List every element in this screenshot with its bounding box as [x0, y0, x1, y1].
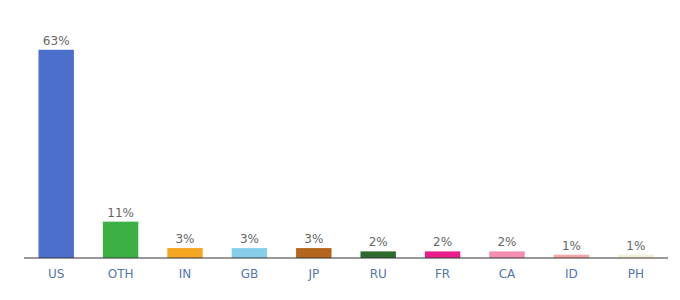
data-label: 2% [369, 235, 388, 249]
data-label: 11% [107, 206, 134, 220]
data-label: 1% [626, 239, 645, 253]
bar [232, 248, 267, 258]
x-tick-label: RU [370, 267, 387, 281]
x-tick-label: ID [565, 267, 578, 281]
data-label: 63% [43, 34, 70, 48]
data-labels: 63% 11% 3% 3% 3% 2% 2% 2% 1% 1% [43, 34, 645, 253]
x-tick-label: CA [499, 267, 516, 281]
bar [360, 251, 395, 258]
x-tick-label: GB [241, 267, 259, 281]
x-tick-label: IN [179, 267, 192, 281]
bar [296, 248, 331, 258]
chart: 63% 11% 3% 3% 3% 2% 2% 2% 1% 1% US OTH IN GB JP RU FR CA I… [0, 0, 680, 300]
bar [38, 50, 73, 258]
x-axis-line [24, 258, 668, 259]
bar [489, 251, 524, 258]
chart-container: 63% 11% 3% 3% 3% 2% 2% 2% 1% 1% US OTH IN GB JP RU FR CA I… [0, 0, 680, 300]
x-tick-label: JP [307, 267, 319, 281]
x-tick-labels: US OTH IN GB JP RU FR CA ID PH [48, 267, 644, 281]
bar [103, 222, 138, 258]
data-label: 3% [175, 232, 194, 246]
x-tick-label: US [48, 267, 64, 281]
x-tick-label: PH [628, 267, 644, 281]
x-tick-label: OTH [108, 267, 134, 281]
data-label: 2% [433, 235, 452, 249]
data-label: 3% [240, 232, 259, 246]
bars [38, 50, 653, 258]
bar [425, 251, 460, 258]
bar [167, 248, 202, 258]
data-label: 1% [562, 239, 581, 253]
data-label: 2% [497, 235, 516, 249]
x-tick-label: FR [435, 267, 450, 281]
data-label: 3% [304, 232, 323, 246]
